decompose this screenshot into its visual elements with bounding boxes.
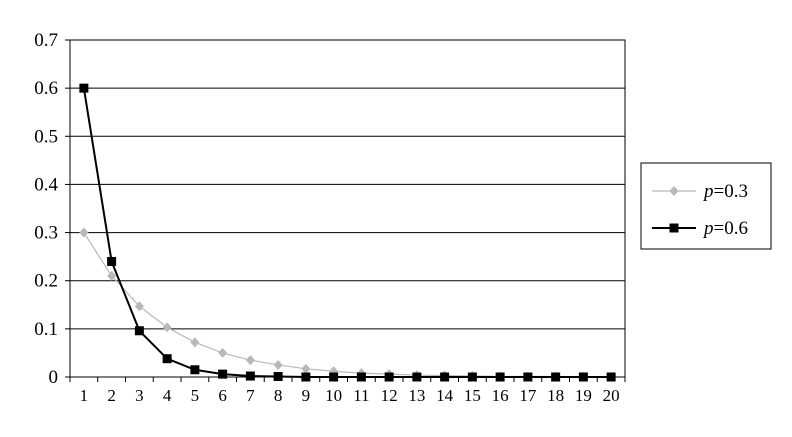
x-tick-label: 11 <box>353 386 369 405</box>
legend-label-p03: p=0.3 <box>702 181 748 202</box>
legend-var-p03: p <box>702 181 714 202</box>
y-tick-label: 0.4 <box>34 174 58 195</box>
x-axis-ticks: 1 2 3 4 5 6 7 8 9 10 11 12 13 14 15 16 17 18 19 20 <box>69 377 626 405</box>
data-point <box>107 256 117 266</box>
legend: p=0.3 p=0.6 <box>640 162 772 250</box>
x-tick-label: 17 <box>519 386 537 405</box>
data-point <box>440 372 450 382</box>
data-point <box>134 301 144 312</box>
x-tick-label: 3 <box>135 386 144 405</box>
data-point <box>467 372 477 382</box>
y-tick-label: 0 <box>49 367 59 388</box>
x-tick-label: 20 <box>603 386 620 405</box>
data-point <box>162 322 172 333</box>
data-point <box>273 359 283 370</box>
data-point <box>523 372 533 382</box>
data-point <box>134 326 144 336</box>
data-point <box>329 372 339 382</box>
y-tick-label: 0.2 <box>34 271 58 292</box>
data-point <box>245 355 255 366</box>
data-point <box>606 372 616 382</box>
x-tick-label: 7 <box>246 386 255 405</box>
x-tick-label: 9 <box>302 386 311 405</box>
plot-area <box>69 39 626 378</box>
data-point <box>301 372 311 382</box>
data-point <box>79 227 89 238</box>
legend-var-p06: p <box>702 218 714 239</box>
y-axis-ticks: 0 0.1 0.2 0.3 0.4 0.5 0.6 0.7 <box>34 30 70 388</box>
x-tick-label: 4 <box>163 386 172 405</box>
x-tick-label: 19 <box>575 386 592 405</box>
legend-box <box>640 162 772 250</box>
data-point <box>190 337 200 348</box>
data-point <box>218 369 228 379</box>
data-point <box>107 270 117 281</box>
x-tick-label: 1 <box>80 386 89 405</box>
data-point <box>218 347 228 358</box>
y-tick-label: 0.7 <box>34 30 58 51</box>
data-point <box>245 371 255 381</box>
legend-item-p03: p=0.3 <box>652 181 748 202</box>
legend-item-p06: p=0.6 <box>652 218 748 239</box>
data-point <box>384 372 394 382</box>
legend-val-p06: =0.6 <box>714 218 748 239</box>
x-tick-label: 8 <box>274 386 283 405</box>
x-tick-label: 5 <box>191 386 200 405</box>
x-tick-label: 2 <box>107 386 116 405</box>
data-point <box>551 372 561 382</box>
data-point <box>190 365 200 375</box>
legend-marker-square <box>669 223 679 233</box>
data-point <box>412 372 422 382</box>
x-tick-label: 14 <box>436 386 454 405</box>
series-layer <box>79 83 616 382</box>
x-tick-label: 16 <box>492 386 509 405</box>
y-tick-label: 0.1 <box>34 319 58 340</box>
x-tick-label: 10 <box>325 386 342 405</box>
data-point <box>273 372 283 382</box>
y-tick-label: 0.3 <box>34 223 58 244</box>
x-tick-label: 15 <box>464 386 481 405</box>
x-tick-label: 18 <box>547 386 564 405</box>
legend-val-p03: =0.3 <box>714 181 748 202</box>
x-tick-label: 6 <box>218 386 227 405</box>
x-tick-label: 12 <box>381 386 398 405</box>
y-tick-label: 0.6 <box>34 78 58 99</box>
series-p06 <box>79 83 616 382</box>
data-point <box>162 354 172 364</box>
x-tick-label: 13 <box>408 386 425 405</box>
data-point <box>495 372 505 382</box>
data-point <box>79 83 89 93</box>
data-point <box>578 372 588 382</box>
y-tick-label: 0.5 <box>34 126 58 147</box>
legend-marker-diamond <box>669 186 679 196</box>
series-line <box>82 87 612 378</box>
legend-label-p06: p=0.6 <box>702 218 748 239</box>
grid-lines <box>70 87 625 330</box>
data-point <box>301 363 311 374</box>
data-point <box>356 372 366 382</box>
